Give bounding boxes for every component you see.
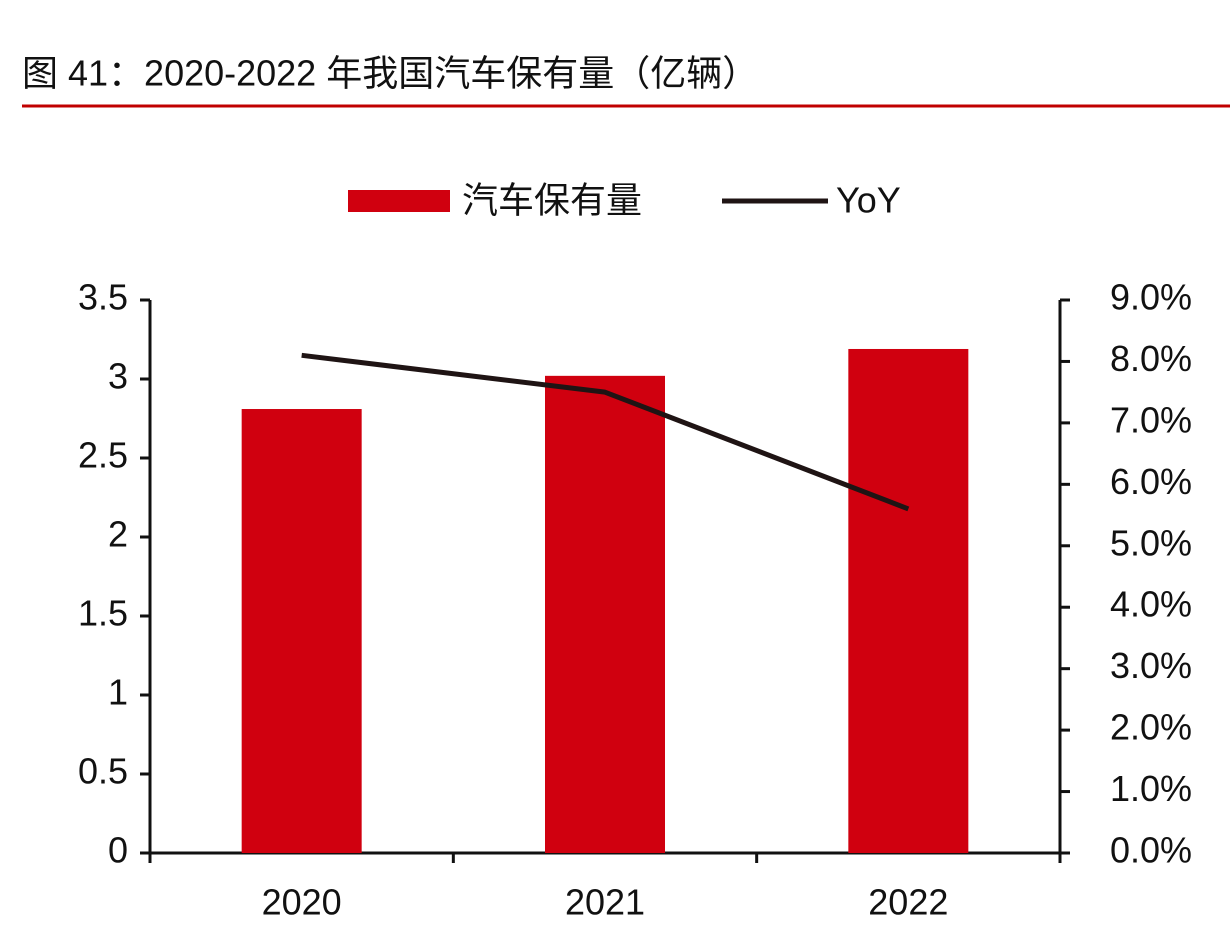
y2-tick-label: 0.0%: [1110, 830, 1192, 871]
y2-tick-label: 8.0%: [1110, 338, 1192, 379]
y-tick-label: 2: [108, 514, 128, 555]
y2-tick-label: 9.0%: [1110, 277, 1192, 318]
bar: [241, 409, 362, 853]
y2-tick-label: 6.0%: [1110, 461, 1192, 502]
x-tick-label: 2020: [262, 882, 342, 923]
legend-swatch: [348, 190, 450, 212]
bar: [848, 348, 969, 853]
y-tick-label: 1.5: [78, 593, 128, 634]
legend-label: YoY: [836, 180, 901, 221]
x-tick-label: 2022: [868, 882, 948, 923]
line: [301, 352, 910, 512]
y2-tick-label: 7.0%: [1110, 399, 1192, 440]
y-tick-label: 0.5: [78, 751, 128, 792]
y2-tick-label: 3.0%: [1110, 645, 1192, 686]
bar: [545, 375, 665, 853]
y2-tick-label: 2.0%: [1110, 707, 1192, 748]
y-tick-label: 3: [108, 356, 128, 397]
legend-label: 汽车保有量: [462, 180, 642, 221]
y-tick-label: 2.5: [78, 435, 128, 476]
y2-tick-label: 5.0%: [1110, 522, 1192, 563]
x-tick-label: 2021: [565, 882, 645, 923]
y-tick-label: 1: [108, 672, 128, 713]
y-tick-label: 0: [108, 830, 128, 871]
y2-tick-label: 4.0%: [1110, 584, 1192, 625]
chart-title: 图 41：2020-2022 年我国汽车保有量（亿辆）: [22, 53, 758, 94]
y2-tick-label: 1.0%: [1110, 768, 1192, 809]
y-tick-label: 3.5: [78, 277, 128, 318]
